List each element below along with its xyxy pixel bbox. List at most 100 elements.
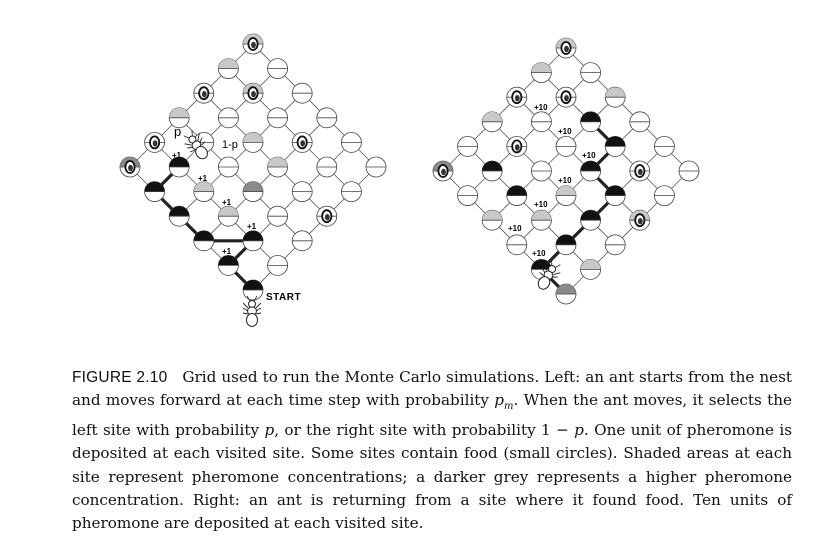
grid-site: [580, 160, 601, 182]
grid-site: [267, 205, 289, 227]
caption-math-p: p: [264, 420, 275, 439]
ant-icon: [537, 259, 561, 290]
figure-diagram: p 1-p START +1 +1 +1 +1 +1 +1 +10 +10 +1…: [119, 33, 700, 327]
caption-text: , or the right site with probability 1 −: [274, 420, 575, 439]
food-icon: [560, 90, 572, 105]
caption-math-p: p: [574, 420, 584, 439]
food-icon: [124, 160, 136, 174]
left-step-label: +1: [172, 151, 182, 160]
grid-site: [555, 37, 577, 59]
grid-site: [457, 135, 479, 157]
grid-site: [432, 160, 454, 182]
grid-site: [242, 33, 264, 55]
grid-site: [291, 181, 313, 203]
grid-site: [604, 135, 626, 157]
grid-site: [242, 131, 264, 153]
right-step-label: +10: [534, 200, 548, 209]
grid-site: [555, 234, 577, 256]
grid-site: [654, 135, 675, 157]
left-step-label: +1: [247, 222, 257, 231]
grid-site: [217, 107, 239, 129]
left-step-label: +1: [198, 174, 208, 183]
ant-icon: [183, 129, 208, 160]
food-icon: [437, 164, 449, 178]
food-icon: [247, 37, 259, 51]
food-icon: [149, 135, 161, 150]
grid-site: [604, 86, 626, 108]
grid-site: [340, 181, 362, 203]
grid-site: [267, 107, 289, 129]
right-grid: [432, 37, 700, 305]
right-step-label: +10: [582, 151, 596, 160]
food-icon: [560, 41, 572, 55]
food-icon: [511, 90, 523, 105]
start-label: START: [266, 292, 301, 303]
grid-site: [506, 234, 528, 256]
right-prob-label: 1-p: [222, 139, 238, 151]
grid-site: [217, 58, 239, 79]
food-icon: [247, 86, 259, 101]
grid-site: [629, 160, 651, 182]
grid-site: [242, 230, 264, 252]
grid-site: [506, 185, 528, 207]
food-icon: [296, 135, 308, 150]
food-icon: [198, 86, 210, 101]
left-step-label: +1: [222, 247, 232, 256]
grid-site: [291, 82, 313, 104]
left-prob-label: p: [174, 124, 181, 139]
grid-site: [193, 181, 215, 203]
grid-site: [365, 156, 387, 178]
grid-site: [555, 86, 577, 108]
grid-site: [629, 111, 651, 133]
right-step-label: +10: [508, 224, 522, 233]
food-icon: [511, 139, 523, 154]
grid-site: [193, 230, 215, 252]
grid-site: [506, 86, 528, 108]
caption-text: . When the ant moves, it selects the lef…: [72, 391, 792, 439]
grid-site: [531, 111, 552, 133]
grid-site: [168, 156, 190, 178]
left-step-label: +1: [222, 198, 232, 207]
grid-site: [629, 209, 651, 231]
caption-text: . One unit of pheromone is deposited at …: [72, 420, 792, 533]
grid-site: [242, 279, 264, 301]
grid-site: [340, 131, 362, 153]
food-icon: [634, 164, 646, 178]
grid-site: [267, 58, 289, 79]
grid-site: [531, 160, 552, 182]
grid-site: [580, 258, 601, 280]
grid-site: [119, 156, 141, 178]
grid-site: [531, 62, 552, 83]
grid-site: [316, 107, 338, 129]
grid-site: [531, 209, 552, 231]
left-grid: [119, 33, 387, 327]
caption-text: Grid used to run the Monte Carlo simulat…: [72, 368, 793, 410]
grid-site: [193, 82, 215, 104]
grid-site: [217, 205, 239, 227]
right-step-label: +10: [532, 249, 546, 258]
grid-site: [316, 205, 338, 227]
grid-site: [267, 156, 289, 178]
grid-site: [316, 156, 338, 178]
food-icon: [634, 213, 646, 228]
grid-site: [267, 254, 289, 276]
grid-site: [604, 234, 626, 256]
grid-site: [580, 62, 601, 83]
right-step-label: +10: [534, 103, 548, 112]
grid-site: [168, 205, 190, 227]
grid-site: [481, 160, 503, 182]
grid-site: [168, 107, 190, 129]
figure-label: FIGURE 2.10: [72, 369, 168, 386]
grid-site: [217, 254, 239, 276]
grid-site: [506, 135, 528, 157]
food-icon: [321, 209, 333, 224]
ant-icon: [242, 295, 262, 327]
right-step-label: +10: [558, 127, 572, 136]
grid-site: [481, 111, 503, 133]
grid-site: [481, 209, 503, 231]
grid-site: [457, 185, 479, 207]
grid-site: [242, 181, 264, 203]
caption-math-pm: pm: [494, 391, 514, 413]
figure-caption: FIGURE 2.10 Grid used to run the Monte C…: [72, 366, 792, 536]
grid-site: [291, 131, 313, 153]
